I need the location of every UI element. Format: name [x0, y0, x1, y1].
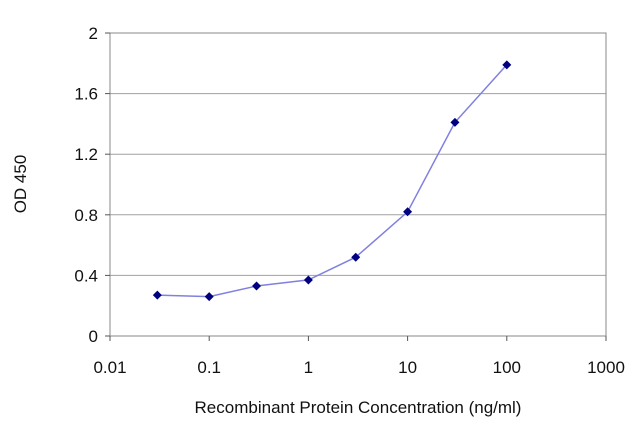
data-point-marker — [450, 117, 460, 127]
axes-layer: 0 0.4 0.8 1.2 1.6 2 0.01 0.1 1 10 100 1000 — [74, 24, 625, 377]
x-tick-label: 1000 — [587, 358, 625, 377]
data-point-marker — [303, 275, 313, 285]
y-tick-label: 0.8 — [74, 206, 98, 225]
x-axis-title: Recombinant Protein Concentration (ng/ml… — [195, 398, 522, 417]
x-tick-label: 100 — [493, 358, 521, 377]
x-tick-label: 1 — [304, 358, 313, 377]
y-tick-label: 0.4 — [74, 266, 98, 285]
series-layer — [152, 60, 512, 302]
y-axis-title: OD 450 — [11, 155, 30, 214]
x-tick-label: 0.01 — [93, 358, 126, 377]
data-point-marker — [204, 292, 214, 302]
x-tick-label: 10 — [398, 358, 417, 377]
y-tick-label: 1.6 — [74, 85, 98, 104]
data-point-marker — [152, 290, 162, 300]
plot-area-frame — [109, 32, 607, 337]
series-line — [157, 64, 508, 298]
grid-layer — [110, 93, 606, 276]
data-point-marker — [351, 252, 361, 262]
x-tick-label: 0.1 — [197, 358, 221, 377]
y-tick-label: 2 — [89, 24, 98, 43]
data-point-marker — [403, 207, 413, 217]
y-tick-label: 0 — [89, 327, 98, 346]
y-tick-label: 1.2 — [74, 145, 98, 164]
data-point-marker — [252, 281, 262, 291]
data-point-marker — [502, 60, 512, 70]
